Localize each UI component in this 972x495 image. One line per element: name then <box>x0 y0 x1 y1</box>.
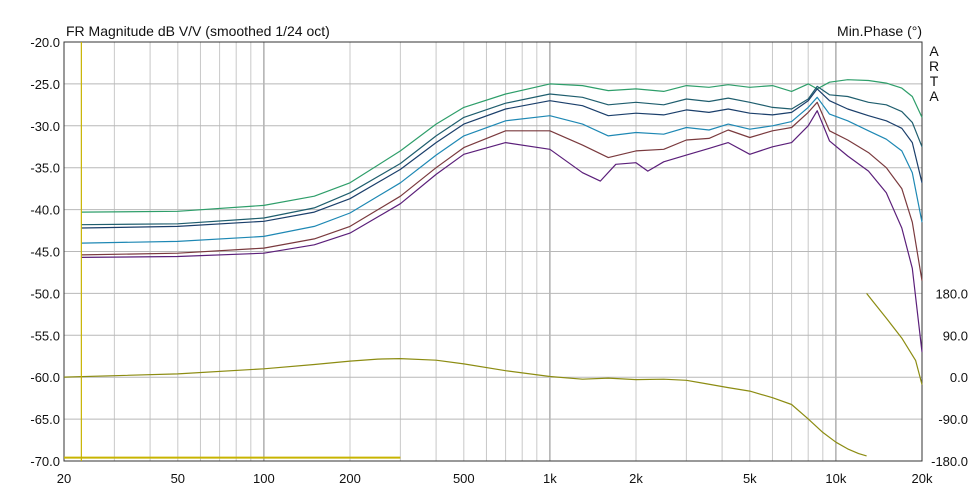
x-tick-label: 1k <box>543 471 557 486</box>
magnitude-series-line-5 <box>81 101 923 281</box>
right-axis-label: Min.Phase (°) <box>837 23 922 39</box>
phase-tick-label: 0.0 <box>950 370 968 385</box>
series-lines <box>63 79 923 457</box>
arta-logo-letter: A <box>929 88 939 104</box>
y-tick-label: -60.0 <box>30 370 60 385</box>
y-tick-label: -20.0 <box>30 35 60 50</box>
magnitude-series-line-4 <box>81 96 923 244</box>
phase-tick-label: 90.0 <box>943 328 968 343</box>
phase-series-line <box>866 293 923 385</box>
y-tick-label: -45.0 <box>30 245 60 260</box>
y-tick-label: -65.0 <box>30 412 60 427</box>
grid-lines <box>64 42 922 461</box>
x-tick-label: 50 <box>171 471 185 486</box>
magnitude-series-line-6 <box>81 110 923 353</box>
x-tick-label: 500 <box>453 471 475 486</box>
phase-tick-label: -180.0 <box>931 454 968 469</box>
arta-logo-letter: A <box>929 43 939 59</box>
x-tick-label: 10k <box>825 471 846 486</box>
y-tick-label: -30.0 <box>30 119 60 134</box>
chart-title: FR Magnitude dB V/V (smoothed 1/24 oct) <box>66 23 330 39</box>
markers <box>64 42 401 461</box>
phase-tick-label: 180.0 <box>935 286 968 301</box>
phase-series-line <box>63 358 867 457</box>
y-tick-label: -55.0 <box>30 328 60 343</box>
y-tick-label: -25.0 <box>30 77 60 92</box>
x-tick-label: 20 <box>57 471 71 486</box>
magnitude-series-line-3 <box>81 88 923 229</box>
arta-logo-letter: R <box>929 58 939 74</box>
y-tick-label: -40.0 <box>30 203 60 218</box>
x-tick-label: 100 <box>253 471 275 486</box>
x-tick-label: 200 <box>339 471 361 486</box>
y-tick-label: -35.0 <box>30 161 60 176</box>
y-tick-label: -70.0 <box>30 454 60 469</box>
tick-labels: -20.0 -25.0 -30.0 -35.0 -40.0 -45.0 -50.0 -55.0… <box>30 35 968 486</box>
x-tick-label: 20k <box>912 471 933 486</box>
arta-logo-letter: T <box>930 73 939 89</box>
magnitude-series-line-2 <box>81 85 923 226</box>
x-tick-label: 5k <box>743 471 757 486</box>
plot-frame <box>63 41 923 462</box>
phase-tick-label: -90.0 <box>938 412 968 427</box>
y-tick-label: -50.0 <box>30 286 60 301</box>
magnitude-series-line-1 <box>81 79 923 213</box>
x-tick-label: 2k <box>629 471 643 486</box>
